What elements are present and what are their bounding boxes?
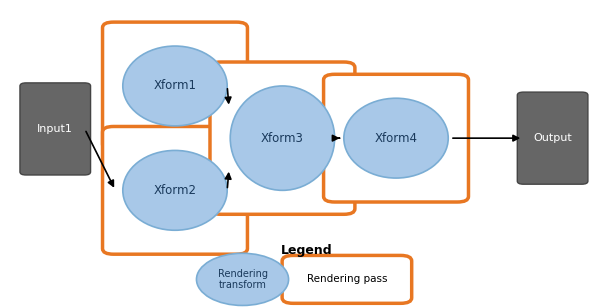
- FancyBboxPatch shape: [518, 92, 588, 184]
- Text: Rendering pass: Rendering pass: [306, 274, 387, 284]
- FancyBboxPatch shape: [210, 62, 355, 214]
- FancyBboxPatch shape: [324, 74, 468, 202]
- Text: Rendering
transform: Rendering transform: [217, 269, 268, 290]
- FancyBboxPatch shape: [103, 22, 247, 150]
- Text: Output: Output: [533, 133, 572, 143]
- Ellipse shape: [344, 98, 448, 178]
- Text: Xform3: Xform3: [261, 132, 304, 145]
- Ellipse shape: [196, 253, 289, 305]
- FancyBboxPatch shape: [20, 83, 91, 175]
- Ellipse shape: [230, 86, 335, 190]
- Ellipse shape: [123, 46, 227, 126]
- FancyBboxPatch shape: [103, 126, 247, 254]
- Text: Xform2: Xform2: [154, 184, 196, 197]
- Text: Xform4: Xform4: [375, 132, 418, 145]
- FancyBboxPatch shape: [282, 255, 411, 303]
- Text: Legend: Legend: [281, 244, 333, 257]
- Text: Input1: Input1: [37, 124, 73, 134]
- Ellipse shape: [123, 150, 227, 230]
- Text: Xform1: Xform1: [154, 80, 196, 92]
